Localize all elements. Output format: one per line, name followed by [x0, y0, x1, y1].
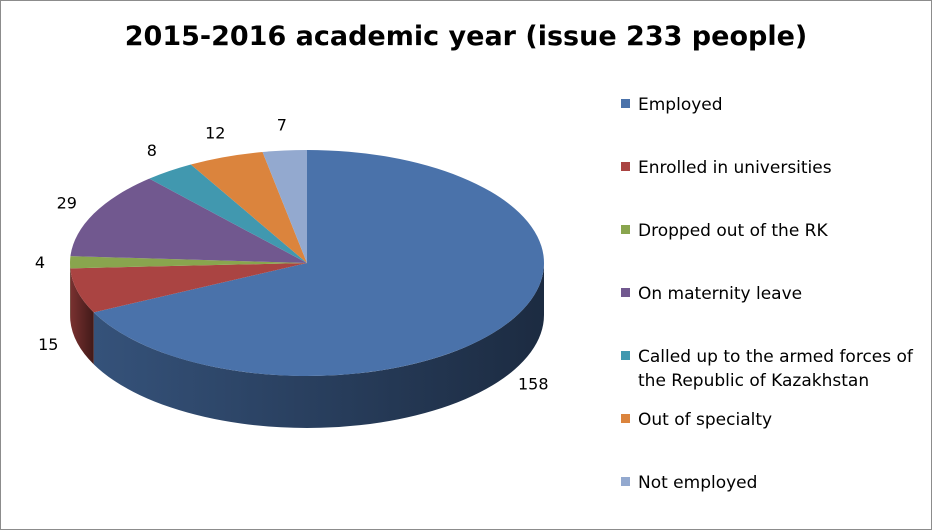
pie-slice-1	[70, 263, 307, 313]
legend-swatch	[621, 99, 630, 108]
chart-title: 2015-2016 academic year (issue 233 peopl…	[124, 21, 808, 52]
data-label-5: 12	[205, 123, 225, 142]
data-label-6: 7	[277, 116, 287, 135]
legend-label: Dropped out of the RK	[638, 221, 828, 241]
pie-side-0	[93, 263, 544, 428]
legend-label: Enrolled in universities	[638, 158, 832, 178]
pie-slice-4	[149, 164, 307, 263]
data-label-1: 15	[38, 335, 58, 354]
pie-side-1	[70, 268, 94, 365]
pie-slice-0	[93, 150, 544, 376]
legend-swatch	[621, 414, 630, 423]
legend-swatch	[621, 225, 630, 234]
data-label-0: 158	[518, 375, 549, 394]
pie-slice-3	[70, 178, 307, 263]
legend-swatch	[621, 477, 630, 486]
legend-label: Called up to the armed forces of the Rep…	[638, 347, 913, 391]
data-label-2: 4	[35, 253, 45, 272]
data-label-4: 8	[147, 141, 157, 160]
legend-swatch	[621, 351, 630, 360]
legend-swatch	[621, 288, 630, 297]
pie-slice-6	[262, 150, 307, 263]
pie-slice-2	[69, 256, 307, 269]
legend-label: Not employed	[638, 473, 758, 493]
legend-label: Employed	[638, 95, 723, 115]
pie-slice-5	[190, 152, 307, 263]
data-label-3: 29	[57, 193, 77, 212]
legend-label: Out of specialty	[638, 410, 773, 430]
legend-label: On maternity leave	[638, 284, 803, 304]
legend-swatch	[621, 162, 630, 171]
